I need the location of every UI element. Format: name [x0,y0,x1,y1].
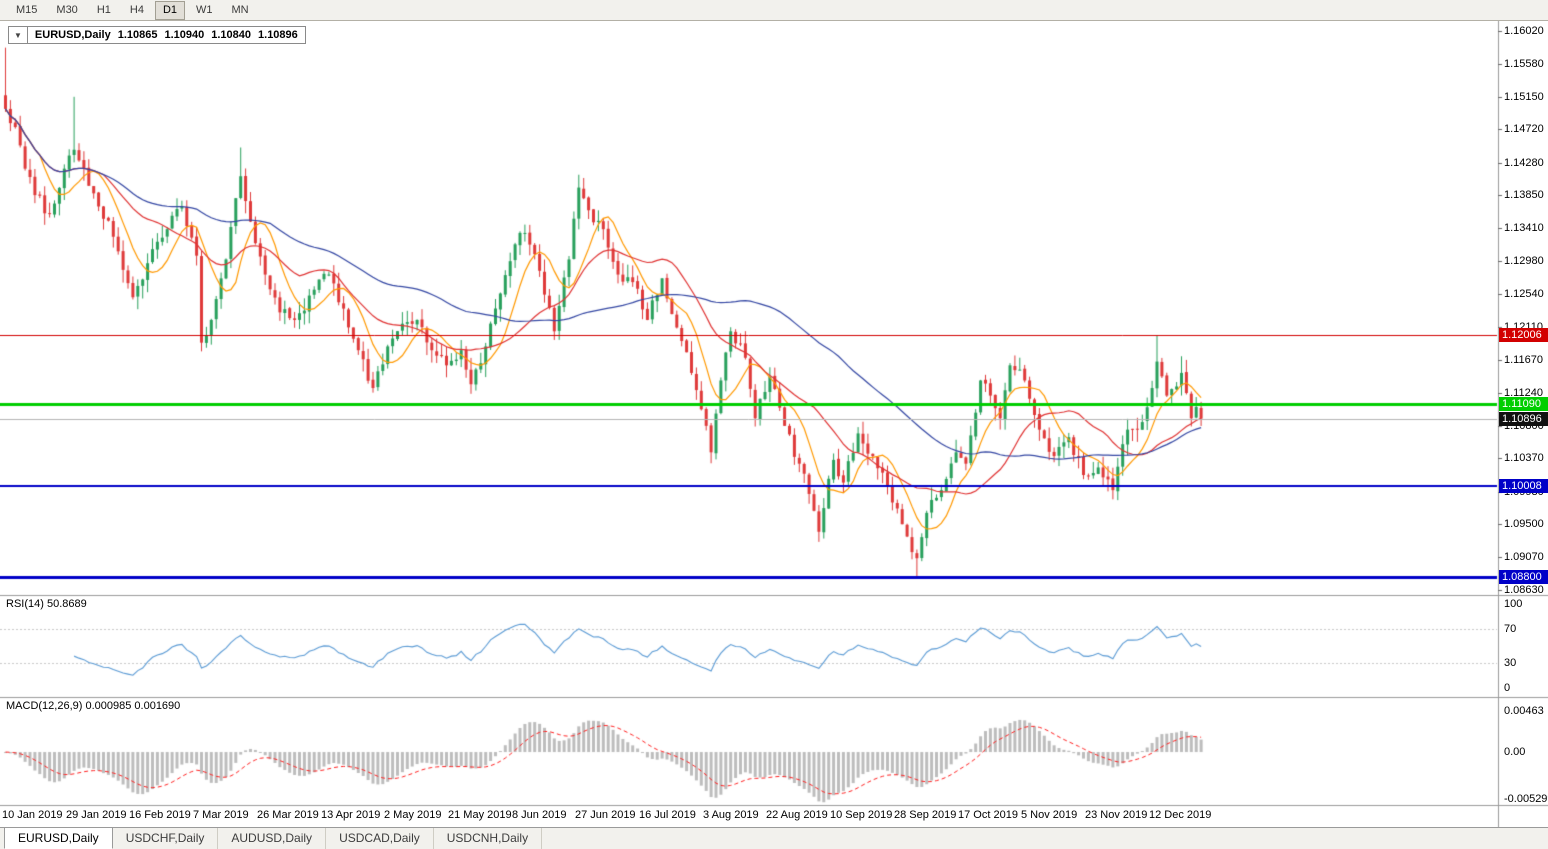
chart-symbol-label: EURUSD,Daily [34,29,111,41]
price-axis-label: 1.15580 [1504,58,1544,70]
ohlc-high-value: 1.10940 [164,29,205,41]
chart-tab-bar: EURUSD,Daily USDCHF,Daily AUDUSD,Daily U… [0,827,1548,849]
hline-price-tag: 1.11090 [1499,397,1548,411]
price-axis-label: 1.12980 [1504,255,1544,267]
price-chart-canvas[interactable] [0,21,1548,827]
price-axis-label: 1.11670 [1504,354,1543,366]
ohlc-open-value: 1.10865 [117,29,158,41]
price-axis-label: 1.14280 [1504,157,1544,169]
ohlc-close-value: 1.10896 [258,29,298,41]
date-axis-label: 10 Sep 2019 [830,809,893,821]
chart-region: ▼ EURUSD,Daily 1.10865 1.10940 1.10840 1… [0,21,1548,827]
date-axis-label: 5 Nov 2019 [1021,809,1078,821]
tab-usdchf-daily[interactable]: USDCHF,Daily [113,828,219,849]
one-click-trading-collapse-icon[interactable]: ▼ [9,27,28,43]
chart-symbol-box: ▼ EURUSD,Daily 1.10865 1.10940 1.10840 1… [8,26,306,44]
date-axis-label: 7 Mar 2019 [193,809,249,821]
price-axis-label: 1.11240 [1504,387,1543,399]
timeframe-h1-button[interactable]: H1 [96,3,111,16]
date-axis-label: 10 Jan 2019 [2,809,63,821]
macd-axis-label: 0.00463 [1504,705,1544,717]
date-axis-label: 21 May 2019 [448,809,512,821]
date-axis-label: 16 Feb 2019 [129,809,191,821]
price-axis-label: 1.14720 [1504,123,1544,135]
hline-price-tag: 1.12006 [1499,328,1548,342]
date-axis-label: 16 Jul 2019 [639,809,696,821]
hline-price-tag: 1.08800 [1499,570,1548,584]
tab-usdcnh-daily[interactable]: USDCNH,Daily [434,828,543,849]
price-axis-label: 1.08630 [1504,584,1544,596]
date-axis-label: 12 Dec 2019 [1149,809,1212,821]
date-axis-label: 13 Apr 2019 [321,809,381,821]
macd-axis-label: -0.005299 [1504,793,1548,805]
price-axis-label: 1.09500 [1504,518,1544,530]
tab-usdcad-daily[interactable]: USDCAD,Daily [326,828,434,849]
timeframe-m30-button[interactable]: M30 [56,3,78,16]
price-axis-label: 1.16020 [1504,25,1544,37]
price-axis-label: 1.09070 [1504,551,1544,563]
date-axis-label: 29 Jan 2019 [66,809,127,821]
date-axis-label: 28 Sep 2019 [894,809,957,821]
price-axis-label: 1.13410 [1504,222,1544,234]
price-axis-label: 1.10370 [1504,452,1544,464]
timeframe-w1-button[interactable]: W1 [196,3,213,16]
rsi-axis-label: 0 [1504,682,1511,694]
date-axis-label: 2 May 2019 [384,809,442,821]
macd-indicator-label: MACD(12,26,9) 0.000985 0.001690 [6,700,181,712]
tab-eurusd-daily[interactable]: EURUSD,Daily [4,827,113,849]
price-axis-label: 1.15150 [1504,91,1544,103]
timeframe-d1-button[interactable]: D1 [154,0,185,20]
rsi-axis-label: 100 [1504,598,1523,610]
timeframe-mn-button[interactable]: MN [231,3,249,16]
date-axis-label: 23 Nov 2019 [1085,809,1148,821]
date-axis-label: 27 Jun 2019 [575,809,636,821]
date-axis-label: 22 Aug 2019 [766,809,828,821]
macd-axis-label: 0.00 [1504,746,1526,758]
hline-price-tag: 1.10008 [1499,479,1548,493]
timeframe-h4-button[interactable]: H4 [129,3,144,16]
rsi-axis-label: 30 [1504,657,1517,669]
rsi-indicator-label: RSI(14) 50.8689 [6,598,87,610]
ohlc-low-value: 1.10840 [211,29,252,41]
current-price-tag: 1.10896 [1499,412,1548,426]
rsi-axis-label: 70 [1504,623,1517,635]
price-axis-label: 1.12540 [1504,288,1544,300]
date-axis-label: 26 Mar 2019 [257,809,319,821]
timeframe-toolbar: M15 M30 H1 H4 D1 W1 MN [0,0,1548,21]
date-axis-label: 3 Aug 2019 [703,809,759,821]
price-axis-label: 1.13850 [1504,189,1544,201]
tab-audusd-daily[interactable]: AUDUSD,Daily [218,828,327,849]
date-axis-label: 8 Jun 2019 [512,809,567,821]
date-axis-label: 17 Oct 2019 [958,809,1018,821]
timeframe-m15-button[interactable]: M15 [16,3,38,16]
